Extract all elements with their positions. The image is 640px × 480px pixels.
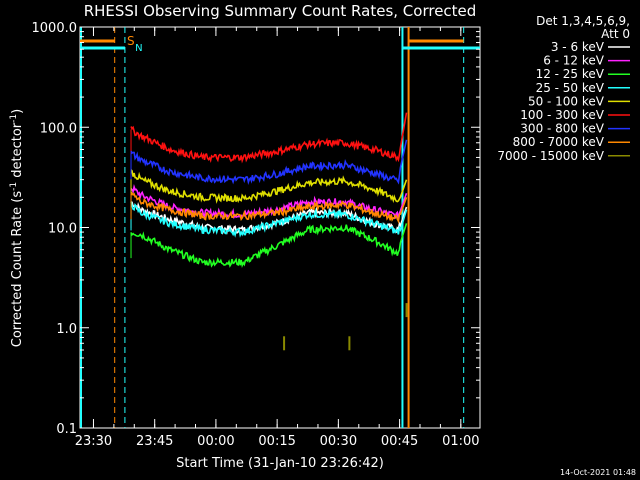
y-tick-label: 10.0 — [48, 222, 77, 237]
x-axis-label: Start Time (31-Jan-10 23:26:42) — [176, 456, 384, 471]
series-line — [130, 183, 408, 220]
legend-label: 3 - 6 keV — [551, 40, 605, 54]
y-tick-label: 1.0 — [56, 322, 77, 337]
chart-title: RHESSI Observing Summary Count Rates, Co… — [84, 2, 477, 20]
y-axis-label-main: Corrected Count Rate (s — [10, 191, 25, 348]
x-tick-label: 00:30 — [320, 434, 357, 449]
legend-header-1: Det 1,3,4,5,6,9, — [536, 14, 630, 28]
legend-label: 800 - 7000 keV — [513, 135, 605, 149]
series-800-7000keV — [130, 191, 408, 224]
x-tick-label: 23:45 — [136, 434, 173, 449]
legend-label: 50 - 100 keV — [528, 94, 605, 108]
y-axis-label: Corrected Count Rate (s-1 detector-1) — [9, 109, 25, 347]
series-100-300keV — [130, 112, 408, 164]
y-tick-label: 1000.0 — [32, 21, 78, 36]
x-tick-label: 00:00 — [197, 434, 234, 449]
y-axis-label-sup2: -1 — [9, 114, 19, 123]
y-axis-label-end: ) — [10, 109, 25, 114]
legend-label: 6 - 12 keV — [543, 54, 605, 68]
x-tick-label: 01:00 — [442, 434, 479, 449]
y-tick-label: 0.1 — [56, 422, 77, 437]
series-line — [130, 223, 408, 268]
flag-lines: SN — [80, 27, 480, 428]
series-line — [130, 191, 408, 224]
y-axis: 0.1 1.0 10.0 100.0 1000.0 — [32, 21, 480, 437]
series-300-800keV — [130, 139, 408, 185]
legend-header-2: Att 0 — [601, 27, 630, 41]
series-layer — [130, 112, 408, 351]
x-axis: 23:30 23:45 00:00 00:15 00:30 00:45 01:00 — [75, 27, 480, 449]
legend-label: 25 - 50 keV — [536, 81, 605, 95]
x-tick-label: 23:30 — [75, 434, 112, 449]
legend-label: 100 - 300 keV — [520, 108, 604, 122]
night-flag-label: N — [135, 43, 142, 54]
series-12-25keV — [130, 223, 408, 268]
x-tick-label: 00:45 — [381, 434, 418, 449]
legend-label: 12 - 25 keV — [536, 67, 605, 81]
legend-label: 300 - 800 keV — [520, 122, 604, 136]
series-line — [130, 112, 408, 164]
y-axis-label-mid: detector — [10, 122, 25, 182]
series-line — [130, 201, 408, 238]
series-7000-15000keV — [283, 303, 408, 351]
series-line — [130, 139, 408, 185]
legend-label: 7000 - 15000 keV — [497, 149, 604, 163]
saa-flag-label: S — [127, 34, 135, 48]
series-line — [130, 169, 408, 204]
x-tick-label: 00:15 — [258, 434, 295, 449]
y-axis-label-sup1: -1 — [9, 182, 19, 191]
footer-timestamp: 14-Oct-2021 01:48 — [560, 468, 636, 477]
y-tick-label: 100.0 — [40, 121, 77, 136]
